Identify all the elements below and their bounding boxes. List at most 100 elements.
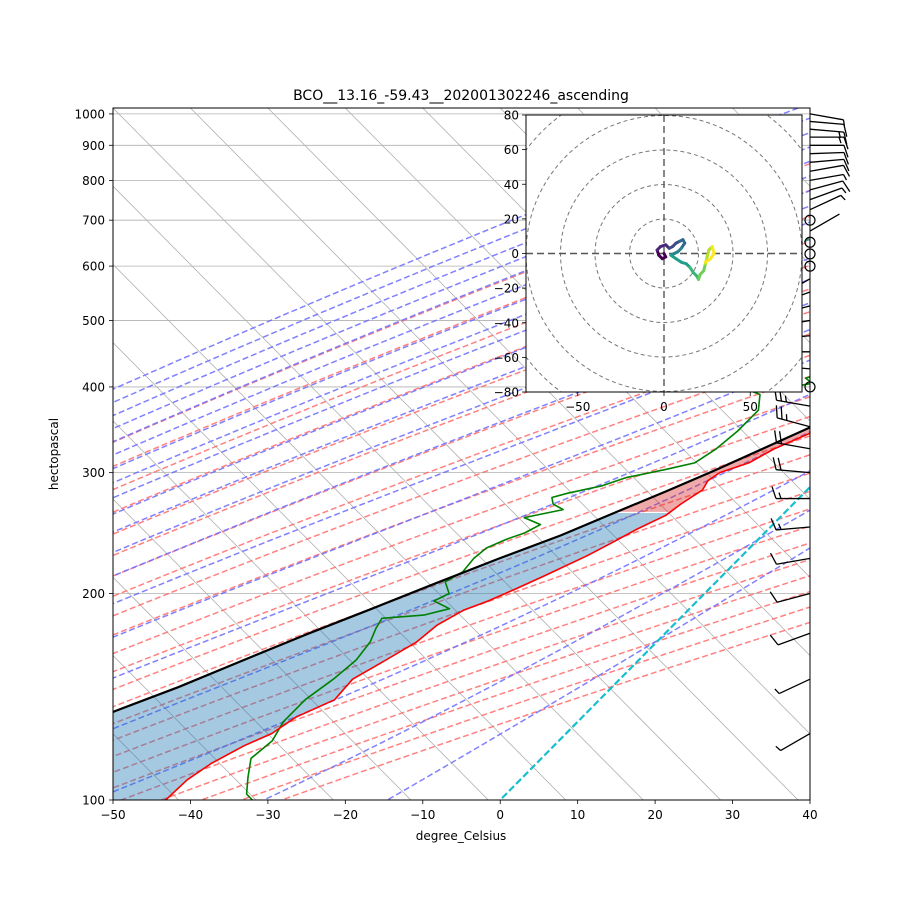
x-tick-label: −40 [178, 808, 203, 822]
wind-barb-half-flag [840, 194, 846, 201]
isotherm-line [809, 108, 810, 109]
y-tick-label: 300 [82, 466, 105, 480]
isotherm-line [0, 108, 24, 800]
dry-adiabat-line [113, 395, 810, 655]
hodograph-y-tick-label: 60 [504, 143, 519, 157]
wind-barb-half-flag [775, 745, 781, 751]
moist-adiabat-line [113, 430, 810, 730]
wind-barb-flag [843, 159, 850, 172]
wind-barb-flag [769, 634, 779, 646]
wind-barb-flag [843, 136, 849, 150]
wind-barb-staff [809, 151, 845, 155]
hodograph-x-ticks: −50 0 50 [565, 392, 758, 414]
isotherm-line [345, 108, 810, 578]
x-tick-label: −50 [100, 808, 125, 822]
hodograph-inset: −50 0 50 80 60 40 20 0 −20 −40 −60 −80 [494, 109, 803, 414]
y-tick-label: 200 [82, 587, 105, 601]
wind-barb-half-flag [841, 187, 847, 194]
wind-barb-half-flag [777, 523, 782, 530]
x-tick-label: 40 [802, 808, 817, 822]
wind-barb-half-flag [774, 688, 780, 694]
hodograph-y-tick-label: 20 [504, 212, 519, 226]
dry-adiabat-line [113, 288, 810, 557]
moist-adiabat-line [113, 328, 810, 605]
wind-barb-half-flag [838, 136, 842, 144]
wind-barb-staff [809, 213, 840, 232]
moist-adiabat-line [113, 301, 810, 577]
wind-barb-staff [776, 469, 811, 474]
hodograph-y-tick-label: 40 [504, 178, 519, 192]
wind-barb-staff [776, 399, 811, 407]
mixing-ratio-line [850, 108, 900, 266]
dry-adiabat-line [113, 453, 810, 708]
wind-barb-flag [771, 486, 777, 499]
hodograph-trace [655, 238, 716, 281]
y-tick-label: 800 [82, 174, 105, 188]
wind-barb-half-flag [842, 174, 848, 181]
isotherm-line [113, 576, 334, 800]
x-tick-label: −20 [333, 808, 358, 822]
hodograph-y-tick-label: −20 [494, 282, 519, 296]
hodograph-y-tick-label: −40 [494, 316, 519, 330]
hodograph-y-tick-label: −80 [494, 386, 519, 400]
isotherm-line [267, 108, 810, 657]
wind-barb-flag [777, 457, 782, 471]
y-axis-label: hectopascal [47, 418, 61, 490]
y-axis-ticks: 100 200 300 400 500 600 700 800 900 1000 [74, 107, 113, 808]
isotherm-line [113, 498, 412, 800]
sounding-profiles [113, 376, 810, 800]
x-tick-label: 0 [496, 808, 504, 822]
x-tick-label: −10 [410, 808, 435, 822]
wind-barb-staff [809, 113, 844, 121]
wind-barb-flag [774, 430, 778, 443]
wind-barb-flag [843, 145, 849, 158]
wind-barb-staff [778, 678, 811, 695]
parcel-line [113, 426, 810, 714]
isotherm-line [113, 185, 721, 800]
hodograph-x-tick-label: 0 [660, 400, 668, 414]
x-tick-label: 20 [647, 808, 662, 822]
moist-adiabat-line [113, 257, 810, 533]
wind-barb-staff [809, 158, 844, 163]
wind-barb-staff [776, 557, 811, 565]
x-tick-label: −30 [255, 808, 280, 822]
moist-adiabat-line [113, 393, 810, 679]
dewpoint-line [245, 376, 810, 800]
wind-barb-flag [842, 180, 851, 192]
wind-barb-staff [809, 187, 843, 201]
hodograph-segment [703, 257, 713, 264]
wind-barb-staff [776, 592, 811, 603]
dry-adiabat-line [113, 472, 810, 725]
wind-barb-staff [777, 632, 811, 646]
isotherm-line [113, 655, 257, 800]
wind-barb-flag [843, 152, 850, 165]
y-tick-label: 700 [82, 214, 105, 228]
wind-barb-staff [809, 194, 842, 211]
wind-barb-flag [842, 165, 851, 177]
wind-barb-flag [769, 591, 778, 603]
wind-barb-staff [776, 442, 811, 450]
hodograph-y-ticks: 80 60 40 20 0 −20 −40 −60 −80 [494, 109, 526, 400]
x-axis-label: degree_Celsius [416, 829, 507, 843]
hodograph-x-tick-label: −50 [565, 400, 590, 414]
x-tick-label: 10 [570, 808, 585, 822]
y-tick-label: 900 [82, 139, 105, 153]
wind-barb-flag [843, 124, 848, 137]
hodograph-y-tick-label: 0 [511, 247, 519, 261]
wind-barb-staff [809, 173, 844, 182]
chart-title: BCO__13.16_-59.43__202001302246_ascendin… [293, 88, 629, 104]
wind-barb-staff [776, 526, 811, 531]
y-tick-label: 1000 [74, 107, 105, 121]
wind-barb-flag [780, 406, 783, 420]
moist-adiabat-line [263, 509, 810, 800]
isotherm-line [190, 108, 810, 735]
isotherm-line [113, 108, 799, 800]
temperature-line [165, 432, 810, 800]
wind-barb-flag [772, 457, 777, 470]
moist-adiabat-line [113, 160, 810, 443]
wind-barb-flag [775, 405, 778, 418]
wind-barb-flag [769, 552, 778, 565]
wind-barb-half-flag [778, 492, 782, 499]
hodograph-y-tick-label: 80 [504, 109, 519, 123]
wind-barb-staff [780, 732, 811, 752]
